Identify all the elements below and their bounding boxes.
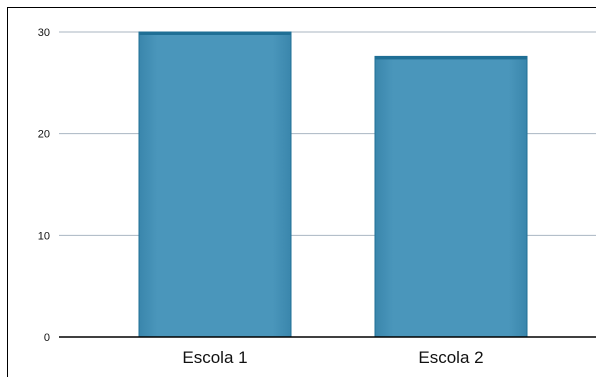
- chart-frame: [7, 7, 596, 377]
- bar: [374, 55, 528, 338]
- x-category-label: Escola 1: [182, 348, 247, 367]
- y-tick-label: 30: [38, 27, 50, 39]
- x-axis-categories: Escola 1 Escola 2: [182, 348, 483, 367]
- y-tick-label: 20: [38, 129, 50, 141]
- bar-top-edge: [139, 32, 291, 35]
- bar: [138, 31, 292, 338]
- y-tick-label: 0: [44, 332, 50, 344]
- y-tick-label: 10: [38, 230, 50, 242]
- bar-top-edge: [375, 56, 527, 60]
- bars: [138, 31, 528, 338]
- x-category-label: Escola 2: [418, 348, 483, 367]
- y-axis-ticks: 0 10 20 30: [38, 27, 50, 344]
